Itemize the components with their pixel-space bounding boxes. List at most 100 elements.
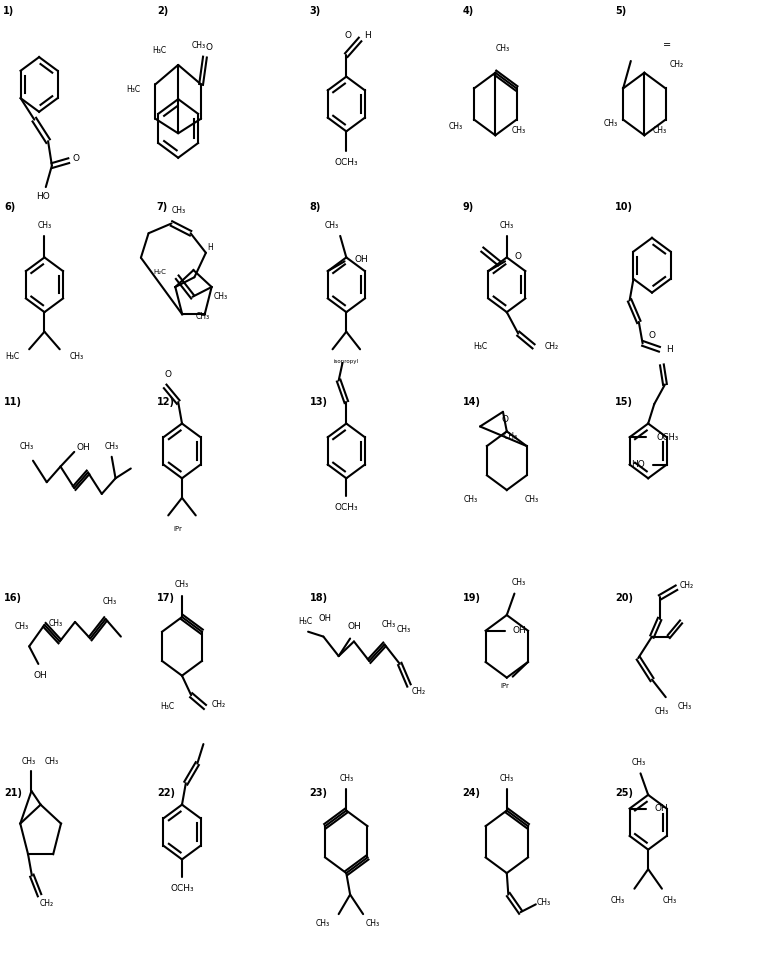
- Text: CH₃: CH₃: [325, 220, 339, 229]
- Text: H₃C: H₃C: [5, 352, 19, 361]
- Text: 17): 17): [157, 593, 175, 603]
- Text: O: O: [344, 31, 351, 40]
- Text: 18): 18): [310, 593, 328, 603]
- Text: OCH₃: OCH₃: [335, 503, 358, 513]
- Text: OH: OH: [655, 804, 669, 813]
- Text: HO: HO: [631, 460, 645, 469]
- Text: 1): 1): [3, 6, 15, 17]
- Text: O: O: [205, 43, 212, 52]
- Text: CH₃: CH₃: [655, 708, 669, 716]
- Text: CH₂: CH₂: [670, 61, 684, 70]
- Text: CH₃: CH₃: [316, 919, 329, 928]
- Text: CH₃: CH₃: [172, 206, 186, 216]
- Text: OH: OH: [347, 622, 361, 631]
- Text: OCH₃: OCH₃: [657, 433, 678, 442]
- Text: iPr: iPr: [501, 683, 509, 689]
- Text: CH₃: CH₃: [339, 774, 353, 783]
- Text: CH₂: CH₂: [40, 899, 55, 907]
- Text: CH₃: CH₃: [525, 495, 538, 505]
- Text: O: O: [165, 370, 172, 379]
- Text: H₂C: H₂C: [153, 270, 166, 275]
- Text: CH₃: CH₃: [504, 432, 518, 441]
- Text: CH₃: CH₃: [396, 625, 411, 634]
- Text: O: O: [514, 252, 521, 261]
- Text: CH₃: CH₃: [496, 44, 510, 53]
- Text: 23): 23): [310, 788, 328, 798]
- Text: CH₂: CH₂: [680, 581, 694, 590]
- Text: OCH₃: OCH₃: [335, 158, 358, 168]
- Text: 14): 14): [462, 397, 481, 407]
- Text: OH: OH: [355, 255, 369, 264]
- Text: OH: OH: [512, 626, 526, 635]
- Text: 21): 21): [4, 788, 22, 798]
- Text: CH₃: CH₃: [678, 703, 692, 711]
- Text: CH₃: CH₃: [102, 597, 117, 606]
- Text: CH₃: CH₃: [536, 898, 551, 907]
- Text: 7): 7): [157, 202, 168, 212]
- Text: 25): 25): [615, 788, 634, 798]
- Text: CH₃: CH₃: [104, 442, 119, 451]
- Text: CH₃: CH₃: [366, 919, 380, 928]
- Text: CH₃: CH₃: [511, 125, 525, 135]
- Text: iPr: iPr: [174, 526, 183, 532]
- Text: =: =: [664, 40, 671, 50]
- Text: H₃C: H₃C: [153, 46, 167, 55]
- Text: CH₂: CH₂: [212, 701, 226, 710]
- Text: isopropyl: isopropyl: [334, 359, 359, 364]
- Text: 10): 10): [615, 202, 634, 212]
- Text: 2): 2): [157, 6, 168, 17]
- Text: 24): 24): [462, 788, 481, 798]
- Text: 5): 5): [615, 6, 627, 17]
- Text: CH₃: CH₃: [196, 312, 210, 320]
- Text: 4): 4): [462, 6, 474, 17]
- Text: OH: OH: [77, 443, 91, 452]
- Text: O: O: [73, 154, 80, 164]
- Text: CH₃: CH₃: [500, 774, 514, 783]
- Text: H: H: [364, 31, 371, 40]
- Text: 6): 6): [4, 202, 15, 212]
- Text: OCH₃: OCH₃: [170, 884, 194, 893]
- Text: CH₃: CH₃: [611, 896, 625, 905]
- Text: CH₂: CH₂: [545, 342, 559, 351]
- Text: CH₃: CH₃: [45, 758, 59, 766]
- Text: CH₂: CH₂: [412, 687, 426, 696]
- Text: CH₃: CH₃: [70, 352, 84, 361]
- Text: O: O: [648, 331, 655, 340]
- Text: CH₃: CH₃: [500, 220, 514, 229]
- Text: CH₃: CH₃: [632, 759, 646, 767]
- Text: H₃C: H₃C: [126, 85, 140, 94]
- Text: 15): 15): [615, 397, 634, 407]
- Text: CH₃: CH₃: [511, 578, 525, 587]
- Text: H₃C: H₃C: [298, 617, 312, 626]
- Text: H: H: [666, 345, 673, 354]
- Text: 12): 12): [157, 397, 175, 407]
- Text: CH₃: CH₃: [663, 896, 677, 905]
- Text: CH₃: CH₃: [381, 620, 396, 629]
- Text: O: O: [502, 416, 508, 424]
- Text: HO: HO: [36, 192, 50, 201]
- Text: CH₃: CH₃: [20, 442, 34, 451]
- Text: H₃C: H₃C: [474, 342, 488, 351]
- Text: CH₃: CH₃: [604, 119, 617, 128]
- Text: 3): 3): [310, 6, 321, 17]
- Text: 22): 22): [157, 788, 175, 798]
- Text: CH₃: CH₃: [15, 622, 28, 631]
- Text: CH₃: CH₃: [653, 125, 667, 135]
- Text: 11): 11): [4, 397, 22, 407]
- Text: OH: OH: [34, 671, 48, 680]
- Text: OH: OH: [319, 614, 332, 623]
- Text: 20): 20): [615, 593, 634, 603]
- Text: CH₃: CH₃: [464, 495, 478, 505]
- Text: CH₃: CH₃: [214, 292, 227, 301]
- Text: CH₃: CH₃: [175, 580, 189, 589]
- Text: 9): 9): [462, 202, 474, 212]
- Text: 19): 19): [462, 593, 481, 603]
- Text: CH₃: CH₃: [449, 122, 462, 131]
- Text: H₃C: H₃C: [161, 703, 174, 711]
- Text: 16): 16): [4, 593, 22, 603]
- Text: 13): 13): [310, 397, 328, 407]
- Text: CH₃: CH₃: [22, 758, 36, 766]
- Text: H: H: [207, 243, 214, 252]
- Text: CH₃: CH₃: [49, 619, 63, 628]
- Text: CH₃: CH₃: [192, 41, 206, 50]
